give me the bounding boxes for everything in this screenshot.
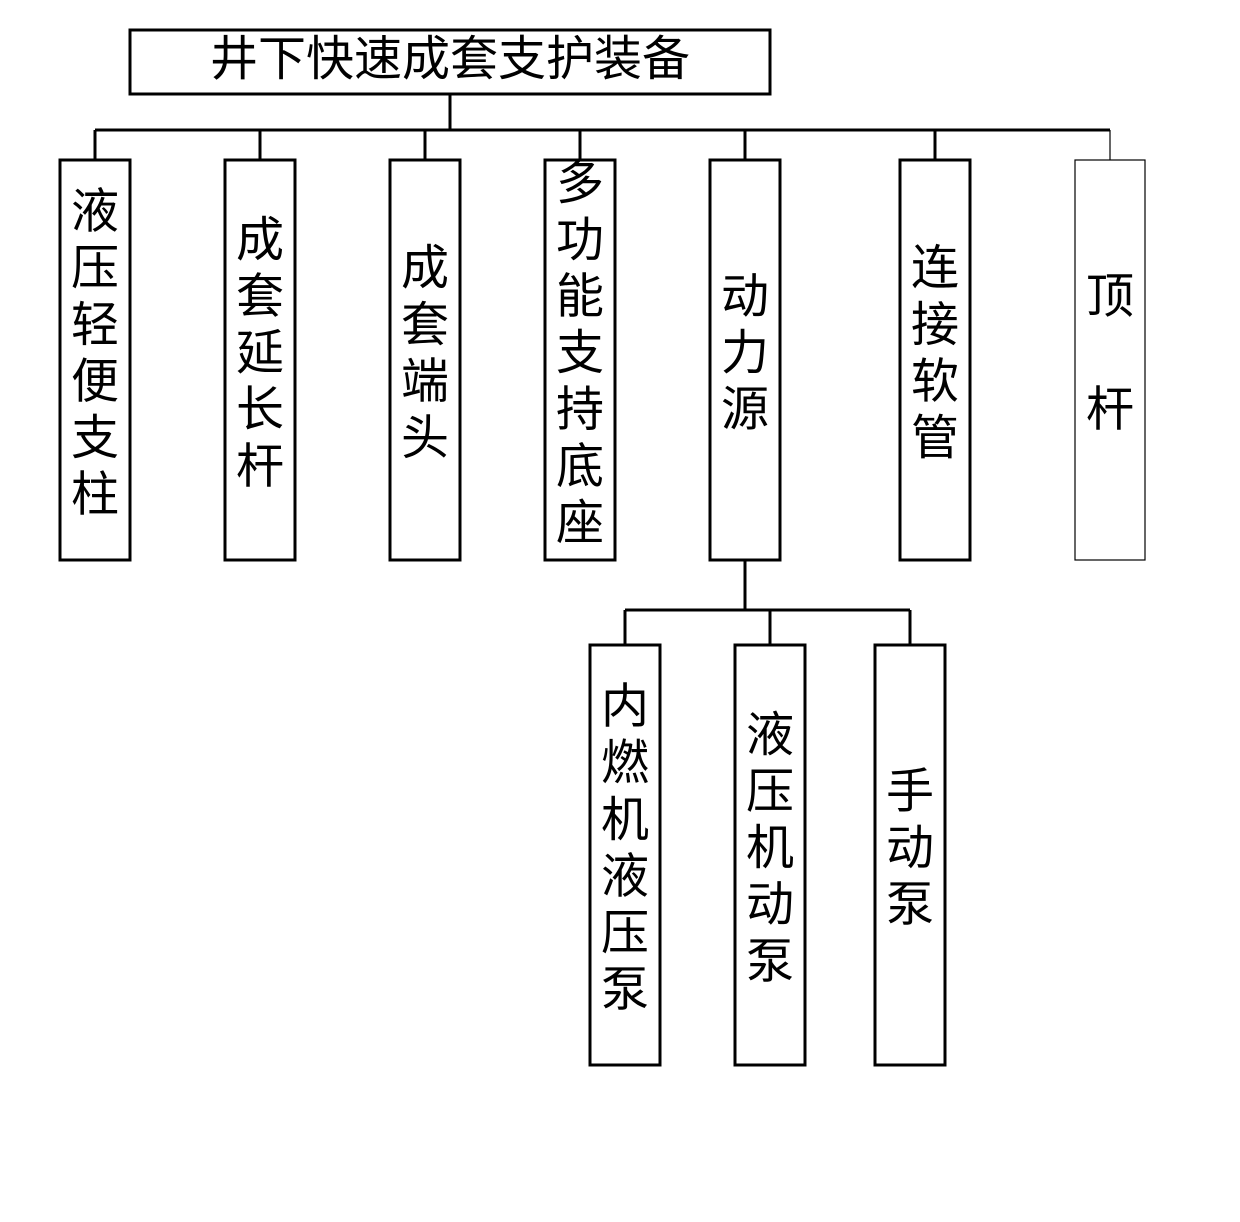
node-label-c5: 动力源 [721,270,769,436]
node-label-p3: 手动泵 [886,765,934,931]
node-label-c4: 多功能支持底座 [556,157,604,550]
node-label-c2: 成套延长杆 [236,214,284,494]
node-label-p2: 液压机动泵 [746,709,794,989]
node-label-root: 井下快速成套支护装备 [210,33,690,86]
node-label-c7: 顶 杆 [1086,270,1134,436]
